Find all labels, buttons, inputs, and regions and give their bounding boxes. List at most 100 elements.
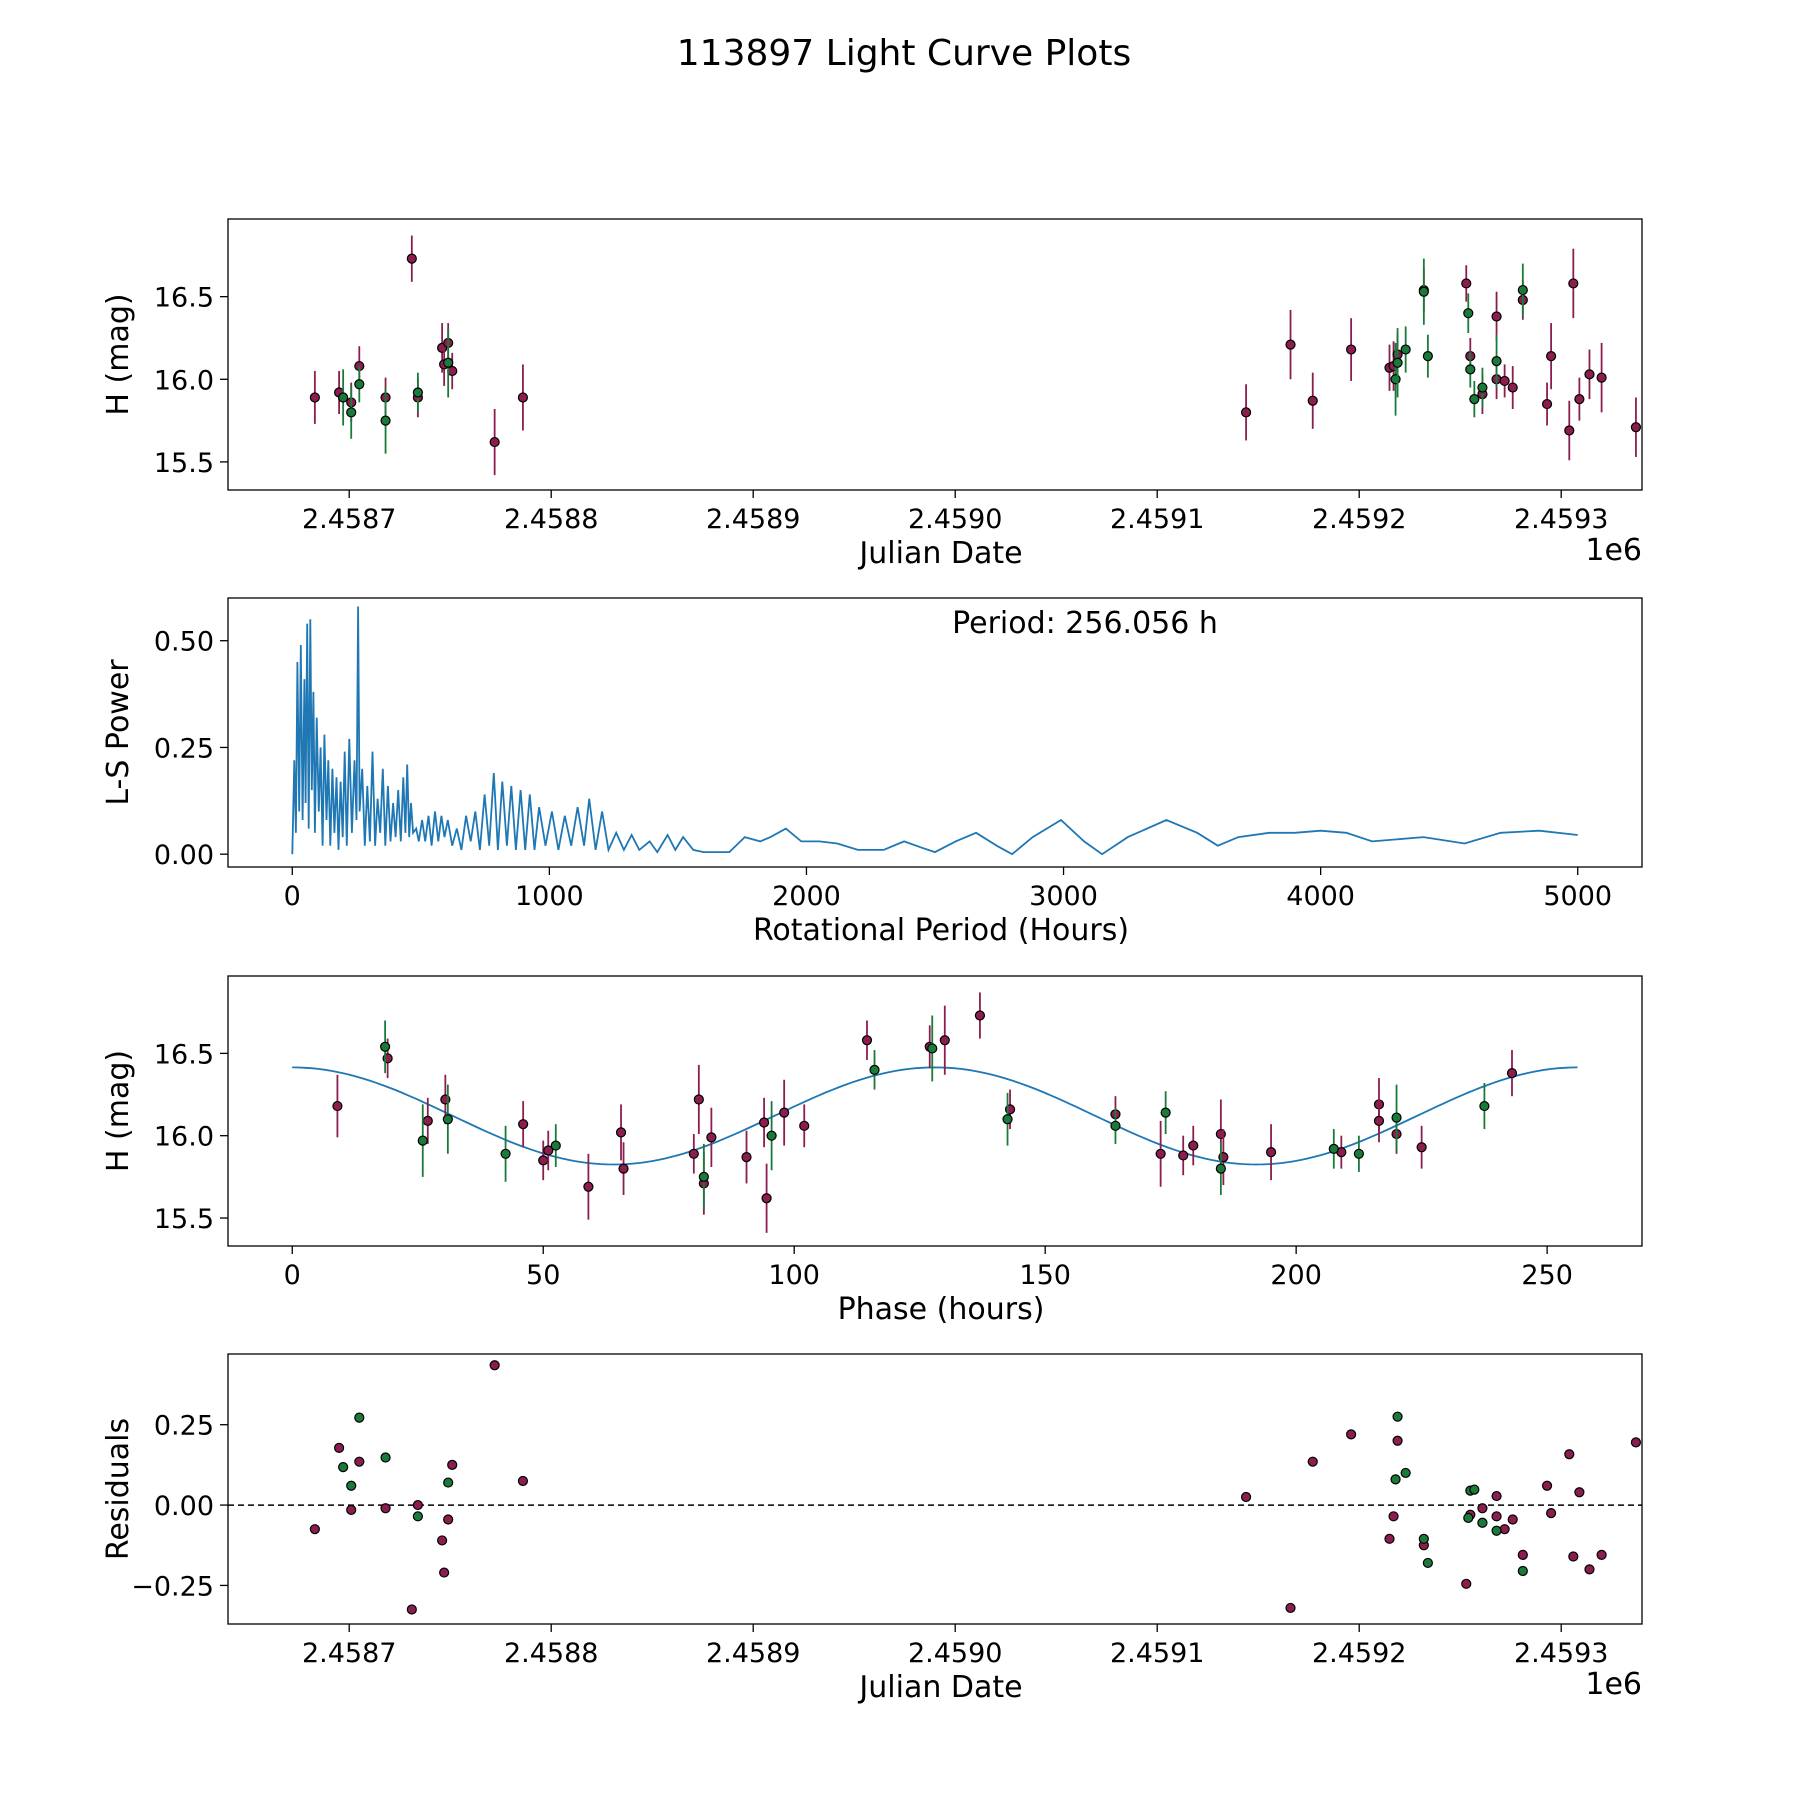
point-magenta — [779, 1107, 790, 1118]
y-tick-label: 0.25 — [154, 1411, 214, 1442]
point-green — [1491, 356, 1502, 367]
x-tick-label: 2.4591 — [1110, 1638, 1204, 1669]
point-green — [1392, 1411, 1403, 1422]
point-magenta — [1461, 1578, 1472, 1589]
x-tick-label: 2.4588 — [504, 504, 598, 535]
x-tick-label: 100 — [768, 1260, 820, 1291]
y-tick-label: 0.00 — [154, 1491, 214, 1522]
point-green — [1465, 364, 1476, 375]
point-magenta — [615, 1127, 627, 1138]
x-tick-label: 2.4593 — [1514, 504, 1608, 535]
point-green — [1390, 1474, 1401, 1485]
point-magenta — [406, 253, 417, 264]
point-magenta — [412, 1499, 423, 1511]
point-magenta — [761, 1193, 772, 1204]
point-magenta — [1491, 1490, 1502, 1502]
point-magenta — [1307, 1456, 1318, 1467]
y-tick-label: 0.00 — [154, 840, 214, 871]
power-series-line — [291, 606, 1578, 856]
point-magenta — [1346, 1429, 1357, 1440]
point-green — [698, 1171, 709, 1182]
y-tick-label: 16.5 — [154, 283, 214, 314]
x-tick-label: 2000 — [772, 881, 841, 912]
point-magenta — [543, 1145, 554, 1156]
point-magenta — [1388, 1511, 1399, 1522]
x-tick-label: 150 — [1019, 1260, 1071, 1291]
point-green — [1400, 344, 1411, 355]
point-magenta — [1240, 407, 1252, 418]
point-green — [1390, 374, 1401, 385]
point-green — [443, 357, 454, 368]
y-tick-label: 16.0 — [154, 365, 214, 396]
axes-frame — [227, 597, 1643, 868]
point-magenta — [1499, 1524, 1510, 1535]
y-tick-label: 15.5 — [154, 1204, 214, 1235]
point-green — [1517, 1565, 1528, 1577]
point-magenta — [1240, 1491, 1252, 1503]
point-magenta — [332, 1100, 343, 1112]
point-magenta — [758, 1117, 770, 1128]
point-magenta — [309, 1524, 320, 1535]
y-tick-label: 16.5 — [154, 1039, 214, 1070]
point-magenta — [583, 1181, 594, 1192]
point-green — [380, 415, 391, 426]
plot-area — [309, 235, 1642, 476]
y-axis-label: Residuals — [101, 1418, 136, 1560]
x-tick-label: 2.4587 — [302, 504, 396, 535]
x-tick-label: 2.4592 — [1312, 1638, 1406, 1669]
point-magenta — [1285, 1602, 1296, 1614]
point-green — [338, 392, 349, 403]
point-green — [1477, 382, 1488, 393]
x-tick-label: 50 — [526, 1260, 560, 1291]
x-tick-label: 3000 — [1029, 881, 1098, 912]
x-tick-label: 5000 — [1543, 881, 1612, 912]
point-magenta — [1564, 1449, 1575, 1460]
point-magenta — [489, 1360, 500, 1371]
point-magenta — [489, 436, 500, 448]
x-tick-label: 1000 — [515, 881, 584, 912]
point-green — [1215, 1163, 1226, 1174]
point-magenta — [538, 1155, 549, 1166]
point-magenta — [1545, 351, 1557, 362]
x-tick-label: 2.4589 — [706, 504, 800, 535]
x-axis-label: Julian Date — [857, 536, 1022, 571]
point-magenta — [1596, 1549, 1607, 1560]
point-green — [1400, 1467, 1411, 1479]
point-magenta — [437, 1535, 448, 1546]
point-magenta — [1517, 1549, 1528, 1560]
x-tick-label: 4000 — [1286, 881, 1355, 912]
y-tick-label: 16.0 — [154, 1122, 214, 1153]
plot-area — [291, 606, 1578, 856]
point-green — [442, 1114, 453, 1125]
chart-jd-mag: 2.4587 2.4588 2.4589 2.4590 2.4591 2.4592 2.45… — [101, 218, 1643, 571]
point-magenta — [1507, 1514, 1518, 1525]
point-green — [380, 1041, 391, 1052]
point-green — [1469, 394, 1480, 405]
point-magenta — [939, 1035, 950, 1046]
point-magenta — [974, 1010, 986, 1021]
point-green — [443, 1477, 454, 1488]
x-tick-label: 2.4590 — [908, 1638, 1002, 1669]
x-offset-label: 1e6 — [1585, 1667, 1642, 1702]
point-magenta — [1265, 1147, 1277, 1158]
point-magenta — [618, 1163, 629, 1174]
point-green — [417, 1135, 428, 1146]
point-green — [1463, 308, 1474, 319]
point-green — [412, 1511, 423, 1522]
x-tick-label: 2.4592 — [1312, 504, 1406, 535]
axes-frame — [227, 975, 1643, 1247]
point-magenta — [861, 1035, 873, 1046]
point-green — [1002, 1114, 1013, 1125]
x-tick-label: 2.4588 — [504, 1638, 598, 1669]
x-tick-label: 2.4591 — [1110, 504, 1204, 535]
point-green — [1422, 351, 1433, 362]
point-magenta — [309, 392, 320, 403]
point-magenta — [706, 1132, 717, 1143]
x-tick-label: 2.4590 — [908, 504, 1002, 535]
chart-phase-mag: 0 50 100 150 200 250 15.5 16.0 16.5 Phase (hours)… — [101, 975, 1643, 1327]
point-magenta — [1584, 1564, 1595, 1575]
x-tick-label: 2.4589 — [706, 1638, 800, 1669]
point-magenta — [1188, 1140, 1199, 1151]
x-offset-label: 1e6 — [1585, 533, 1642, 568]
